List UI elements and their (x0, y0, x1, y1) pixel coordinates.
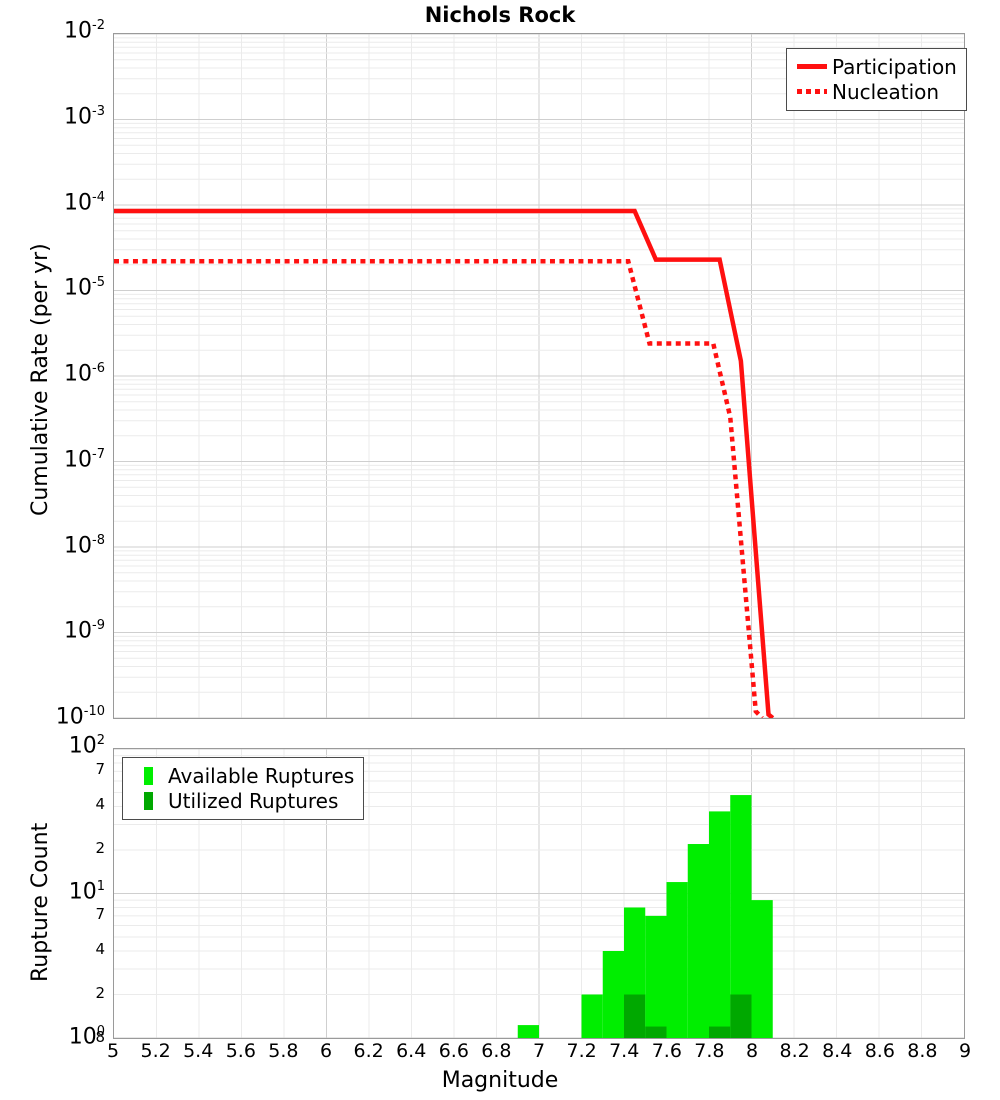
legend-label-utilized-ruptures: Utilized Ruptures (166, 789, 338, 813)
x-axis-label: Magnitude (0, 1068, 1000, 1093)
y-tick-1e-9: 10-9 (0, 619, 105, 642)
y-tick-1e-2: 10-2 (0, 19, 105, 42)
y-minor-tick-7: 7 (0, 907, 105, 922)
utilized-swatch-key (130, 792, 166, 810)
x-tick-9: 9 (935, 1042, 995, 1061)
y-tick-1e2: 102 (0, 734, 105, 757)
y-minor-tick-40: 4 (0, 797, 105, 812)
y-tick-1e-5: 10-5 (0, 276, 105, 299)
line-solid-key (794, 64, 830, 69)
available-swatch-key (130, 767, 166, 785)
line-dotted-key (794, 89, 830, 94)
y-tick-1e-4: 10-4 (0, 191, 105, 214)
legend-label-participation: Participation (830, 55, 957, 79)
cumulative-rate-plot-area (113, 33, 965, 719)
legend-item-nucleation[interactable]: Nucleation (794, 79, 957, 104)
y-tick-1e-8: 10-8 (0, 534, 105, 557)
bottom-panel-legend: Available Ruptures Utilized Ruptures (122, 757, 364, 820)
legend-label-nucleation: Nucleation (830, 80, 939, 104)
y-tick-1e1: 101 (0, 880, 105, 903)
legend-label-available-ruptures: Available Ruptures (166, 764, 354, 788)
y-tick-1e-7: 10-7 (0, 448, 105, 471)
rate-curves (114, 34, 964, 718)
y-tick-1e-6: 10-6 (0, 362, 105, 385)
y-minor-tick-20: 2 (0, 841, 105, 856)
y-tick-1e-3: 10-3 (0, 105, 105, 128)
legend-item-participation[interactable]: Participation (794, 54, 957, 79)
y-minor-tick-4: 4 (0, 942, 105, 957)
y-tick-1e-10: 10-10 (0, 705, 105, 728)
top-panel-legend: Participation Nucleation (786, 48, 967, 111)
y-minor-tick-70: 7 (0, 762, 105, 777)
page-title: Nichols Rock (0, 3, 1000, 27)
legend-item-utilized-ruptures[interactable]: Utilized Ruptures (130, 788, 354, 813)
legend-item-available-ruptures[interactable]: Available Ruptures (130, 763, 354, 788)
y-minor-tick-2: 2 (0, 986, 105, 1001)
